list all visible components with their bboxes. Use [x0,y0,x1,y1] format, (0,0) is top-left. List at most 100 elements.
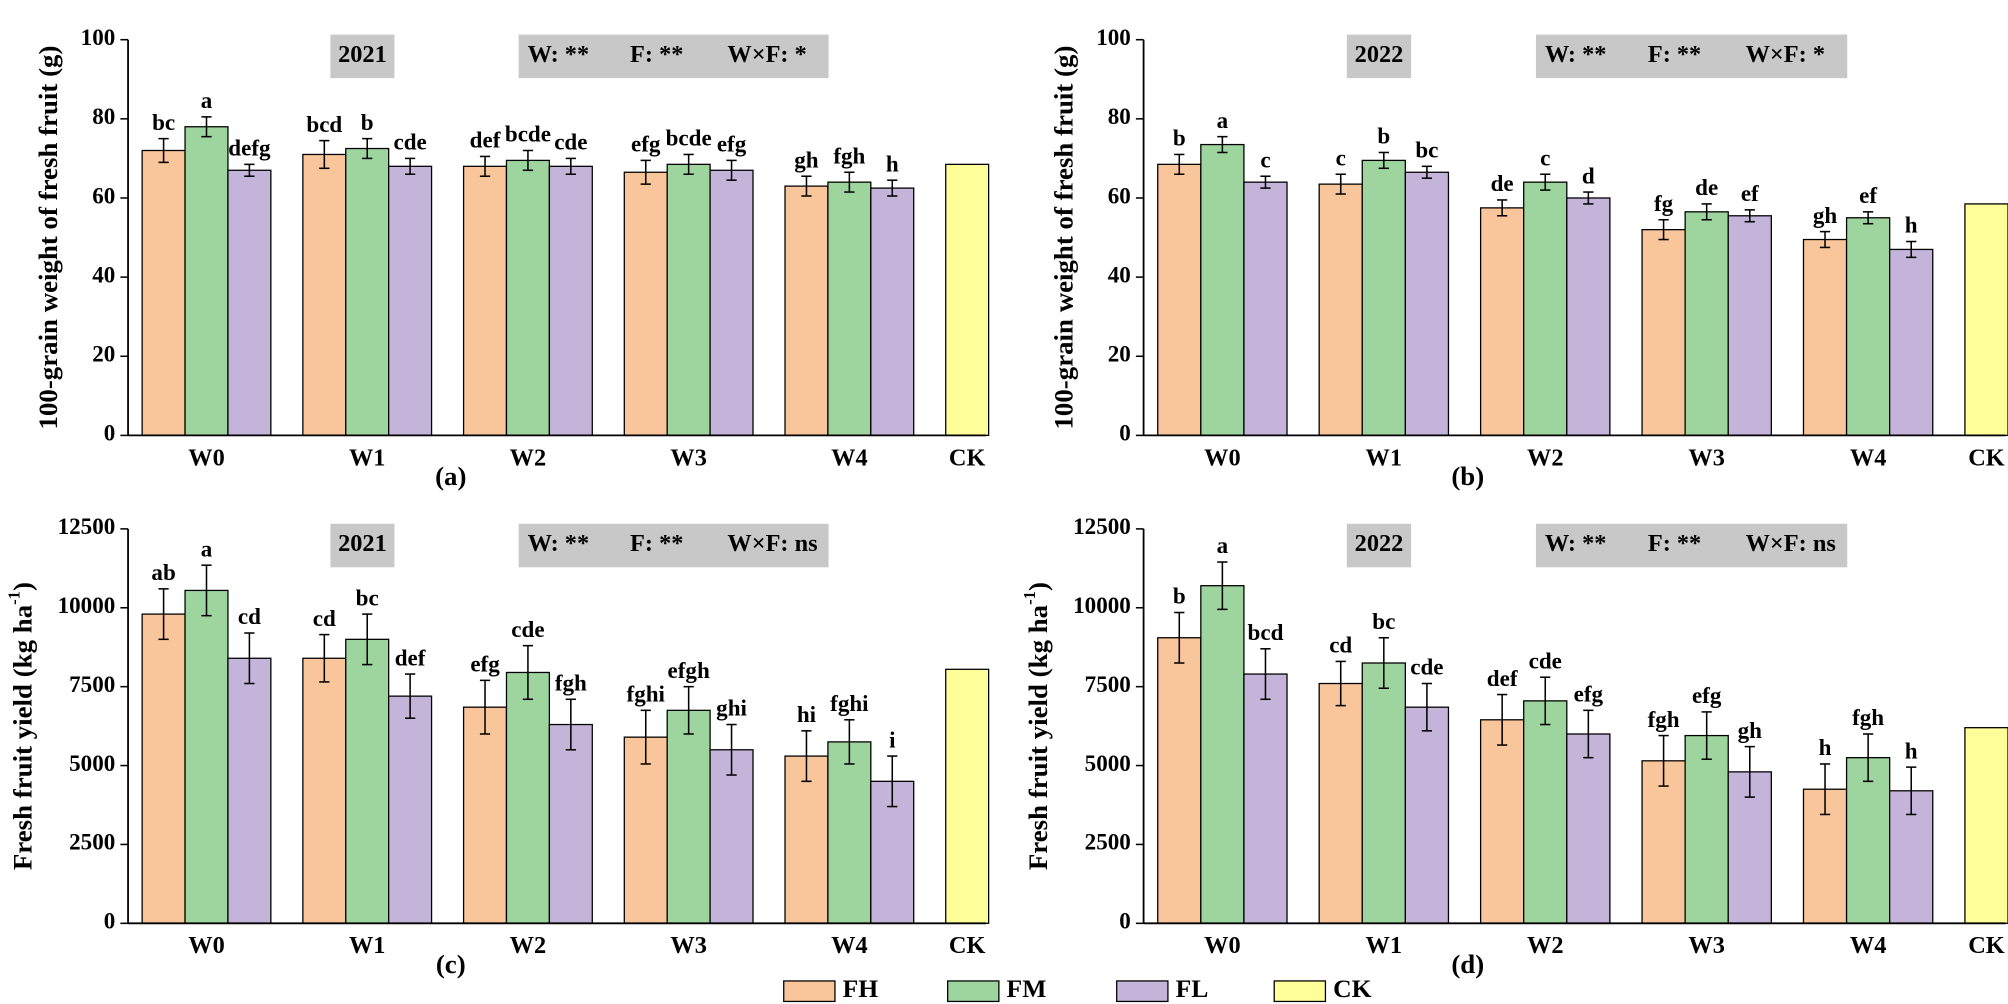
bar [462,706,508,924]
legend-swatch [783,980,836,1003]
x-tick-label: W3 [670,932,707,959]
bar [623,171,668,437]
bar [1684,211,1729,437]
y-axis-label: Fresh fruit yield (kg ha-1) [5,582,38,870]
bar [709,749,754,924]
bar [227,169,272,437]
y-tick-label: 10000 [58,592,116,618]
significance-letter: i [889,726,896,752]
significance-letter: fgh [1852,704,1884,730]
error-bar [479,679,491,735]
bar [548,165,593,437]
significance-letter: efgh [668,657,710,683]
error-bar [1335,173,1346,195]
bar [1200,585,1245,924]
significance-letter: gh [1813,202,1838,228]
y-axis-label: Fresh fruit yield (kg ha-1) [1020,582,1053,870]
stats-label: W×F: ns [727,530,817,557]
significance-letter: h [1819,734,1832,760]
bar [1964,203,2008,437]
significance-letter: ab [151,559,175,585]
significance-letter: a [201,87,213,113]
error-bar [522,644,534,701]
y-axis-label: 100-grain weight of fresh fruit (g) [33,46,63,430]
significance-letter: fgh [1648,706,1680,732]
error-bar [1744,745,1755,798]
bar [1845,757,1891,924]
error-bar [479,155,491,177]
error-bar [244,163,255,177]
x-tick-label: W1 [1366,932,1403,959]
bar [1157,637,1202,924]
error-bar [801,175,812,197]
legend-label: FL [1176,974,1209,1003]
bar [141,613,186,924]
error-bar [158,588,169,641]
significance-letter: fg [1654,190,1674,216]
x-tick-label: CK [949,932,986,959]
y-tick-label: 12500 [1073,513,1131,539]
y-tick-label: 20 [1108,341,1131,367]
significance-letter: bcd [1248,619,1284,645]
stats-label: W: ** [528,530,590,557]
significance-letter: cde [511,616,544,642]
y-tick-label: 40 [92,261,115,287]
legend-label: FM [1007,974,1047,1003]
y-axis-label-part: 100-grain weight of fresh fruit (g) [33,46,63,430]
bar [1318,682,1363,924]
x-tick-label: W4 [831,932,868,959]
significance-letter: a [201,535,213,561]
x-tick-label: W1 [1366,444,1403,471]
x-tick-label: W2 [1527,932,1563,959]
significance-letter: c [1260,146,1270,172]
y-tick-label: 7500 [1085,671,1131,697]
bar [1404,706,1450,924]
y-axis-label: 100-grain weight of fresh fruit (g) [1049,46,1079,430]
x-tick-label: W1 [349,932,386,959]
error-bar [683,153,694,176]
error-bar [1658,734,1669,787]
panel-label: (b) [1451,461,1484,491]
significance-letter: bc [1372,608,1395,634]
significance-letter: cde [1410,654,1443,680]
bar [870,187,915,437]
significance-letter: c [1540,144,1550,170]
significance-letter: d [1582,162,1595,188]
error-bar [1906,240,1917,259]
error-bar [1701,711,1712,761]
year-label: 2022 [1355,530,1404,557]
bar [827,741,872,924]
y-axis-label-part: -1 [5,591,24,605]
y-tick-label: 5000 [69,750,115,776]
bar [1243,673,1288,924]
x-tick-label: W3 [1688,932,1724,959]
error-bar [1421,165,1433,179]
legend-label: FH [843,974,879,1003]
significance-letter: gh [794,146,819,172]
significance-letter: cd [1329,632,1352,658]
significance-letter: bc [152,109,175,135]
y-tick-label: 2500 [1085,829,1131,855]
significance-letter: def [1487,665,1518,691]
x-tick-label: W2 [1527,444,1563,471]
error-bar [1497,199,1508,217]
panel-label: (c) [436,949,466,979]
significance-letter: b [361,109,374,135]
error-bar [1862,733,1874,783]
panel-label: (d) [1451,949,1484,979]
error-bar [1217,135,1228,154]
x-tick-label: W0 [1204,444,1241,471]
bar [1727,215,1772,437]
y-tick-label: 60 [92,182,115,208]
significance-letter: bc [356,584,379,610]
error-bar [158,137,169,164]
error-bar [640,159,651,185]
significance-letter: b [1173,125,1186,151]
error-bar [1378,151,1389,170]
error-bar [404,157,416,176]
significance-letter: bcde [505,121,551,147]
error-bar [844,719,855,765]
bar [1157,163,1202,437]
y-axis-label-part: -1 [1020,591,1039,605]
stats-box [1535,523,1848,568]
